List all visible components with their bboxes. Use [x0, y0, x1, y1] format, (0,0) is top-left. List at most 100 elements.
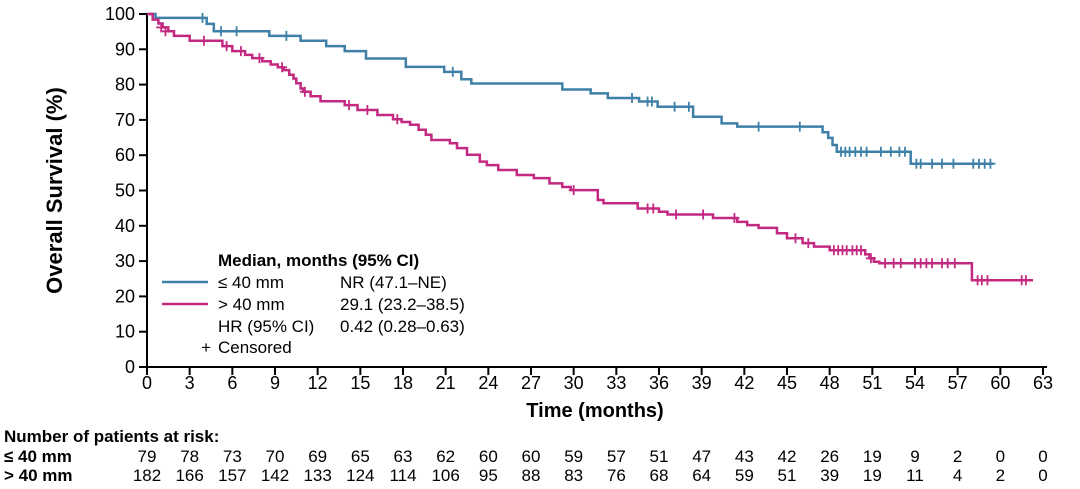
risk-count: 47: [692, 447, 711, 466]
x-tick-label: 42: [734, 373, 754, 393]
risk-count: 166: [175, 466, 203, 485]
risk-count: 62: [436, 447, 455, 466]
risk-count: 0: [996, 447, 1005, 466]
x-tick-label: 12: [308, 373, 328, 393]
legend: Median, months (95% CI) ≤ 40 mm NR (47.1–N…: [162, 251, 465, 357]
y-tick-label: 20: [115, 286, 135, 306]
y-tick-label: 80: [115, 75, 135, 95]
risk-count: 88: [522, 466, 541, 485]
risk-row-label: ≤ 40 mm: [4, 447, 72, 466]
y-tick-label: 100: [105, 4, 135, 24]
risk-table: Number of patients at risk:≤ 40 mm 79 78 73…: [4, 427, 1048, 485]
y-tick-label: 0: [125, 357, 135, 377]
risk-count: 19: [863, 466, 882, 485]
legend-header: Median, months (95% CI): [218, 251, 419, 270]
x-tick-label: 36: [649, 373, 669, 393]
y-tick-label: 70: [115, 110, 135, 130]
risk-count: 76: [607, 466, 626, 485]
risk-count: 95: [479, 466, 498, 485]
legend-label: Censored: [218, 338, 292, 357]
y-tick-label: 50: [115, 181, 135, 201]
y-tick-label: 40: [115, 216, 135, 236]
risk-count: 133: [303, 466, 331, 485]
risk-count: 59: [735, 466, 754, 485]
y-tick-label: 60: [115, 145, 135, 165]
risk-count: 59: [564, 447, 583, 466]
risk-count: 0: [1038, 447, 1047, 466]
risk-count: 2: [953, 447, 962, 466]
risk-count: 9: [910, 447, 919, 466]
risk-count: 106: [431, 466, 459, 485]
km-curve-le-40mm: [147, 12, 994, 165]
risk-count: 83: [564, 466, 583, 485]
x-tick-label: 63: [1033, 373, 1053, 393]
risk-row-label: > 40 mm: [4, 466, 73, 485]
risk-count: 19: [863, 447, 882, 466]
risk-count: 60: [522, 447, 541, 466]
censor-marks-gt-40mm: [156, 22, 1031, 286]
risk-count: 60: [479, 447, 498, 466]
risk-count: 63: [394, 447, 413, 466]
y-tick-label: 10: [115, 322, 135, 342]
risk-count: 4: [953, 466, 962, 485]
x-tick-label: 60: [990, 373, 1010, 393]
legend-label: HR (95% CI): [218, 317, 314, 336]
risk-count: 26: [820, 447, 839, 466]
y-tick-label: 30: [115, 251, 135, 271]
risk-table-title: Number of patients at risk:: [4, 427, 219, 446]
x-axis-title: Time (months): [526, 400, 663, 422]
legend-value: NR (47.1–NE): [340, 273, 447, 292]
legend-label: > 40 mm: [218, 295, 285, 314]
risk-count: 142: [261, 466, 289, 485]
risk-count: 69: [308, 447, 327, 466]
x-tick-label: 27: [521, 373, 541, 393]
risk-count: 68: [650, 466, 669, 485]
x-tick-label: 39: [692, 373, 712, 393]
risk-count: 2: [996, 466, 1005, 485]
y-tick-label: 90: [115, 39, 135, 59]
x-tick-label: 54: [905, 373, 925, 393]
x-tick-label: 6: [227, 373, 237, 393]
risk-count: 43: [735, 447, 754, 466]
x-tick-label: 3: [185, 373, 195, 393]
x-tick-label: 24: [478, 373, 498, 393]
x-tick-label: 18: [393, 373, 413, 393]
risk-count: 11: [906, 466, 924, 485]
legend-value: 29.1 (23.2–38.5): [340, 295, 465, 314]
risk-count: 79: [138, 447, 157, 466]
risk-count: 182: [133, 466, 161, 485]
risk-count: 57: [607, 447, 626, 466]
risk-count: 78: [180, 447, 199, 466]
y-axis: 0 10 20 30 40 50 60 70 80 90 100: [105, 4, 147, 377]
legend-label: ≤ 40 mm: [218, 273, 284, 292]
x-tick-label: 57: [948, 373, 968, 393]
risk-count: 65: [351, 447, 370, 466]
x-tick-label: 48: [820, 373, 840, 393]
x-tick-label: 33: [606, 373, 626, 393]
risk-count: 0: [1038, 466, 1047, 485]
risk-count: 51: [778, 466, 797, 485]
x-tick-label: 0: [142, 373, 152, 393]
x-tick-label: 45: [777, 373, 797, 393]
y-axis-title: Overall Survival (%): [42, 87, 67, 294]
risk-count: 73: [223, 447, 242, 466]
risk-count: 64: [692, 466, 711, 485]
x-tick-label: 30: [564, 373, 584, 393]
risk-count: 51: [650, 447, 669, 466]
km-curve-gt-40mm: [147, 12, 1033, 282]
x-axis: 0 3 6 9 12 15 18 21 24 27 30 33 36 39 42 45 48 51 54 57 60 63: [142, 367, 1053, 393]
risk-count: 39: [820, 466, 839, 485]
x-tick-label: 15: [350, 373, 370, 393]
risk-count: 42: [778, 447, 797, 466]
risk-count: 70: [266, 447, 285, 466]
x-tick-label: 21: [436, 373, 456, 393]
censor-marks-le-40mm: [197, 12, 996, 169]
risk-count: 114: [389, 466, 416, 485]
risk-count: 157: [218, 466, 246, 485]
censored-plus-symbol: +: [201, 338, 211, 357]
legend-value: 0.42 (0.28–0.63): [340, 317, 465, 336]
x-tick-label: 9: [270, 373, 280, 393]
risk-count: 124: [346, 466, 374, 485]
